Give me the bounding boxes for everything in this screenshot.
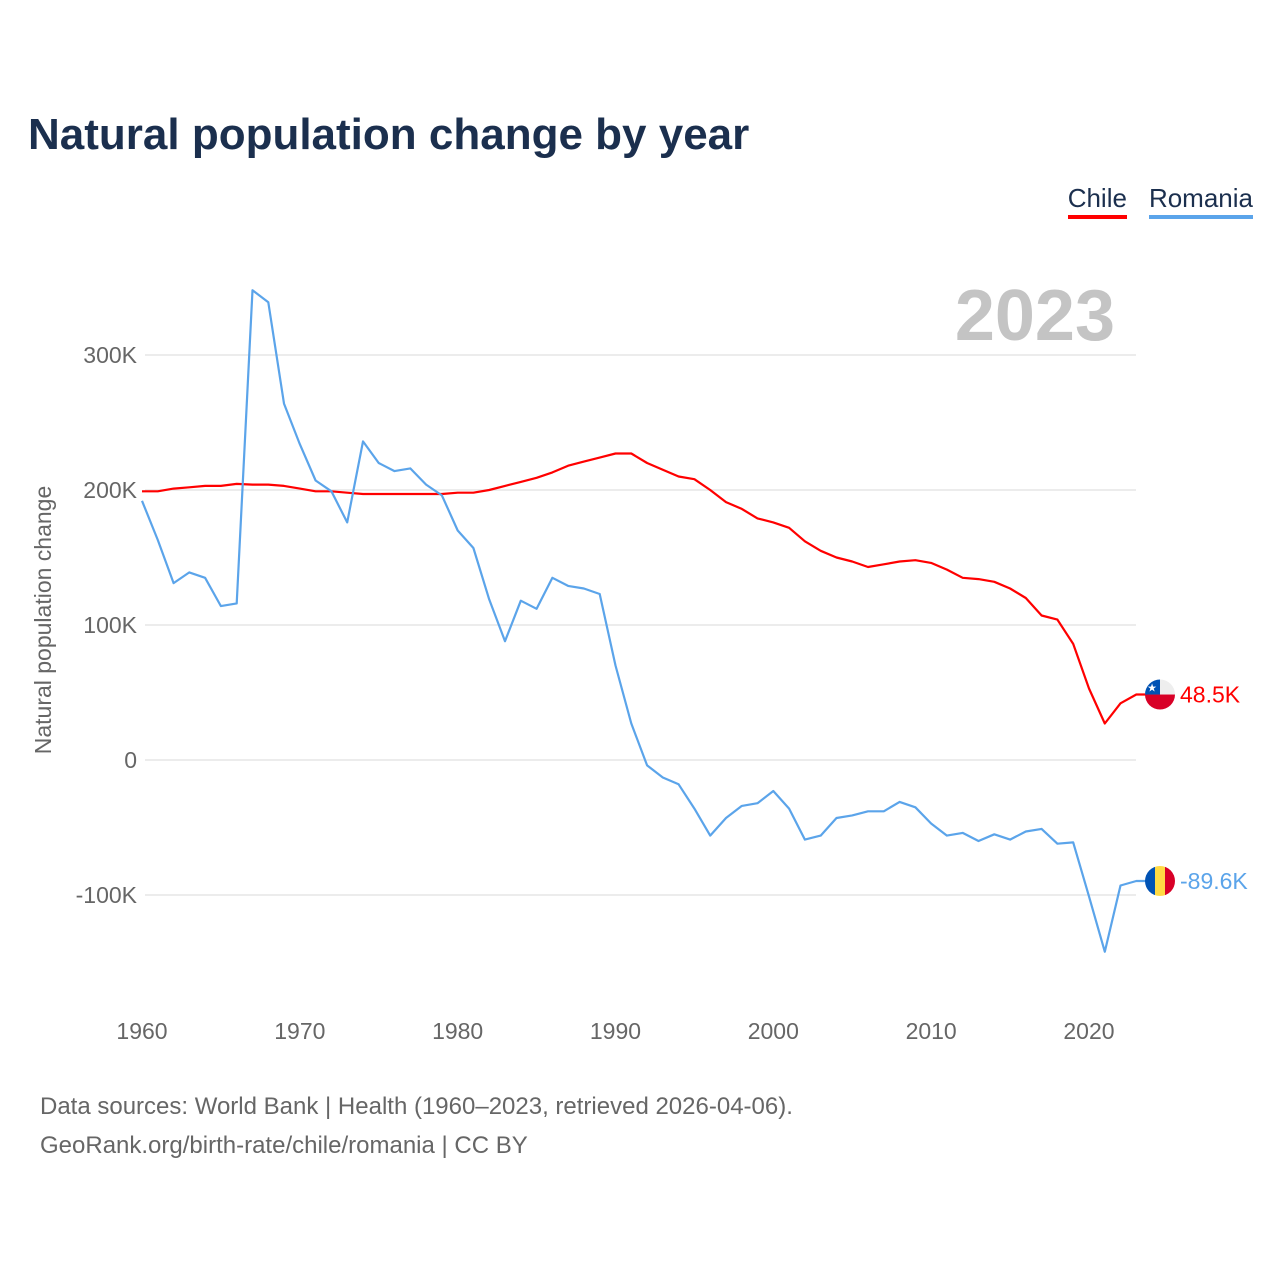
source-link[interactable]: GeoRank.org/birth-rate/chile/romania | C… [40,1132,528,1159]
legend-chile[interactable]: Chile [1067,183,1127,219]
x-tick-label: 1990 [590,1018,641,1044]
y-tick-label: 0 [124,747,137,773]
y-tick-label: 100K [83,612,137,638]
source-note: Data sources: World Bank | Health (1960–… [40,1093,793,1120]
footer: Data sources: World Bank | Health (1960–… [40,1087,793,1165]
x-tick-label: 1980 [432,1018,483,1044]
chile-flag-icon: ★ [1145,679,1175,710]
series-line-chile [142,452,1149,725]
y-tick-label: 200K [83,477,137,503]
chart-title: Natural population change by year [28,110,750,159]
x-tick-label: 2000 [748,1018,799,1044]
romania-flag-icon [1145,865,1175,896]
end-value-label-chile: 48.5K [1180,682,1241,708]
series-line-romania [140,289,1149,953]
legend-romania[interactable]: Romania [1148,183,1253,219]
year-label: 2023 [955,276,1115,356]
x-tick-label: 1960 [116,1018,167,1044]
x-tick-label: 2020 [1063,1018,1114,1044]
legend: Chile Romania [1067,183,1253,219]
end-value-label-romania: -89.6K [1180,868,1248,894]
x-tick-label: 1970 [274,1018,325,1044]
x-tick-label: 2010 [906,1018,957,1044]
y-axis-label: Natural population change [30,486,56,755]
svg-text:★: ★ [1147,683,1157,695]
y-tick-label: 300K [83,342,137,368]
y-tick-label: -100K [76,882,138,908]
